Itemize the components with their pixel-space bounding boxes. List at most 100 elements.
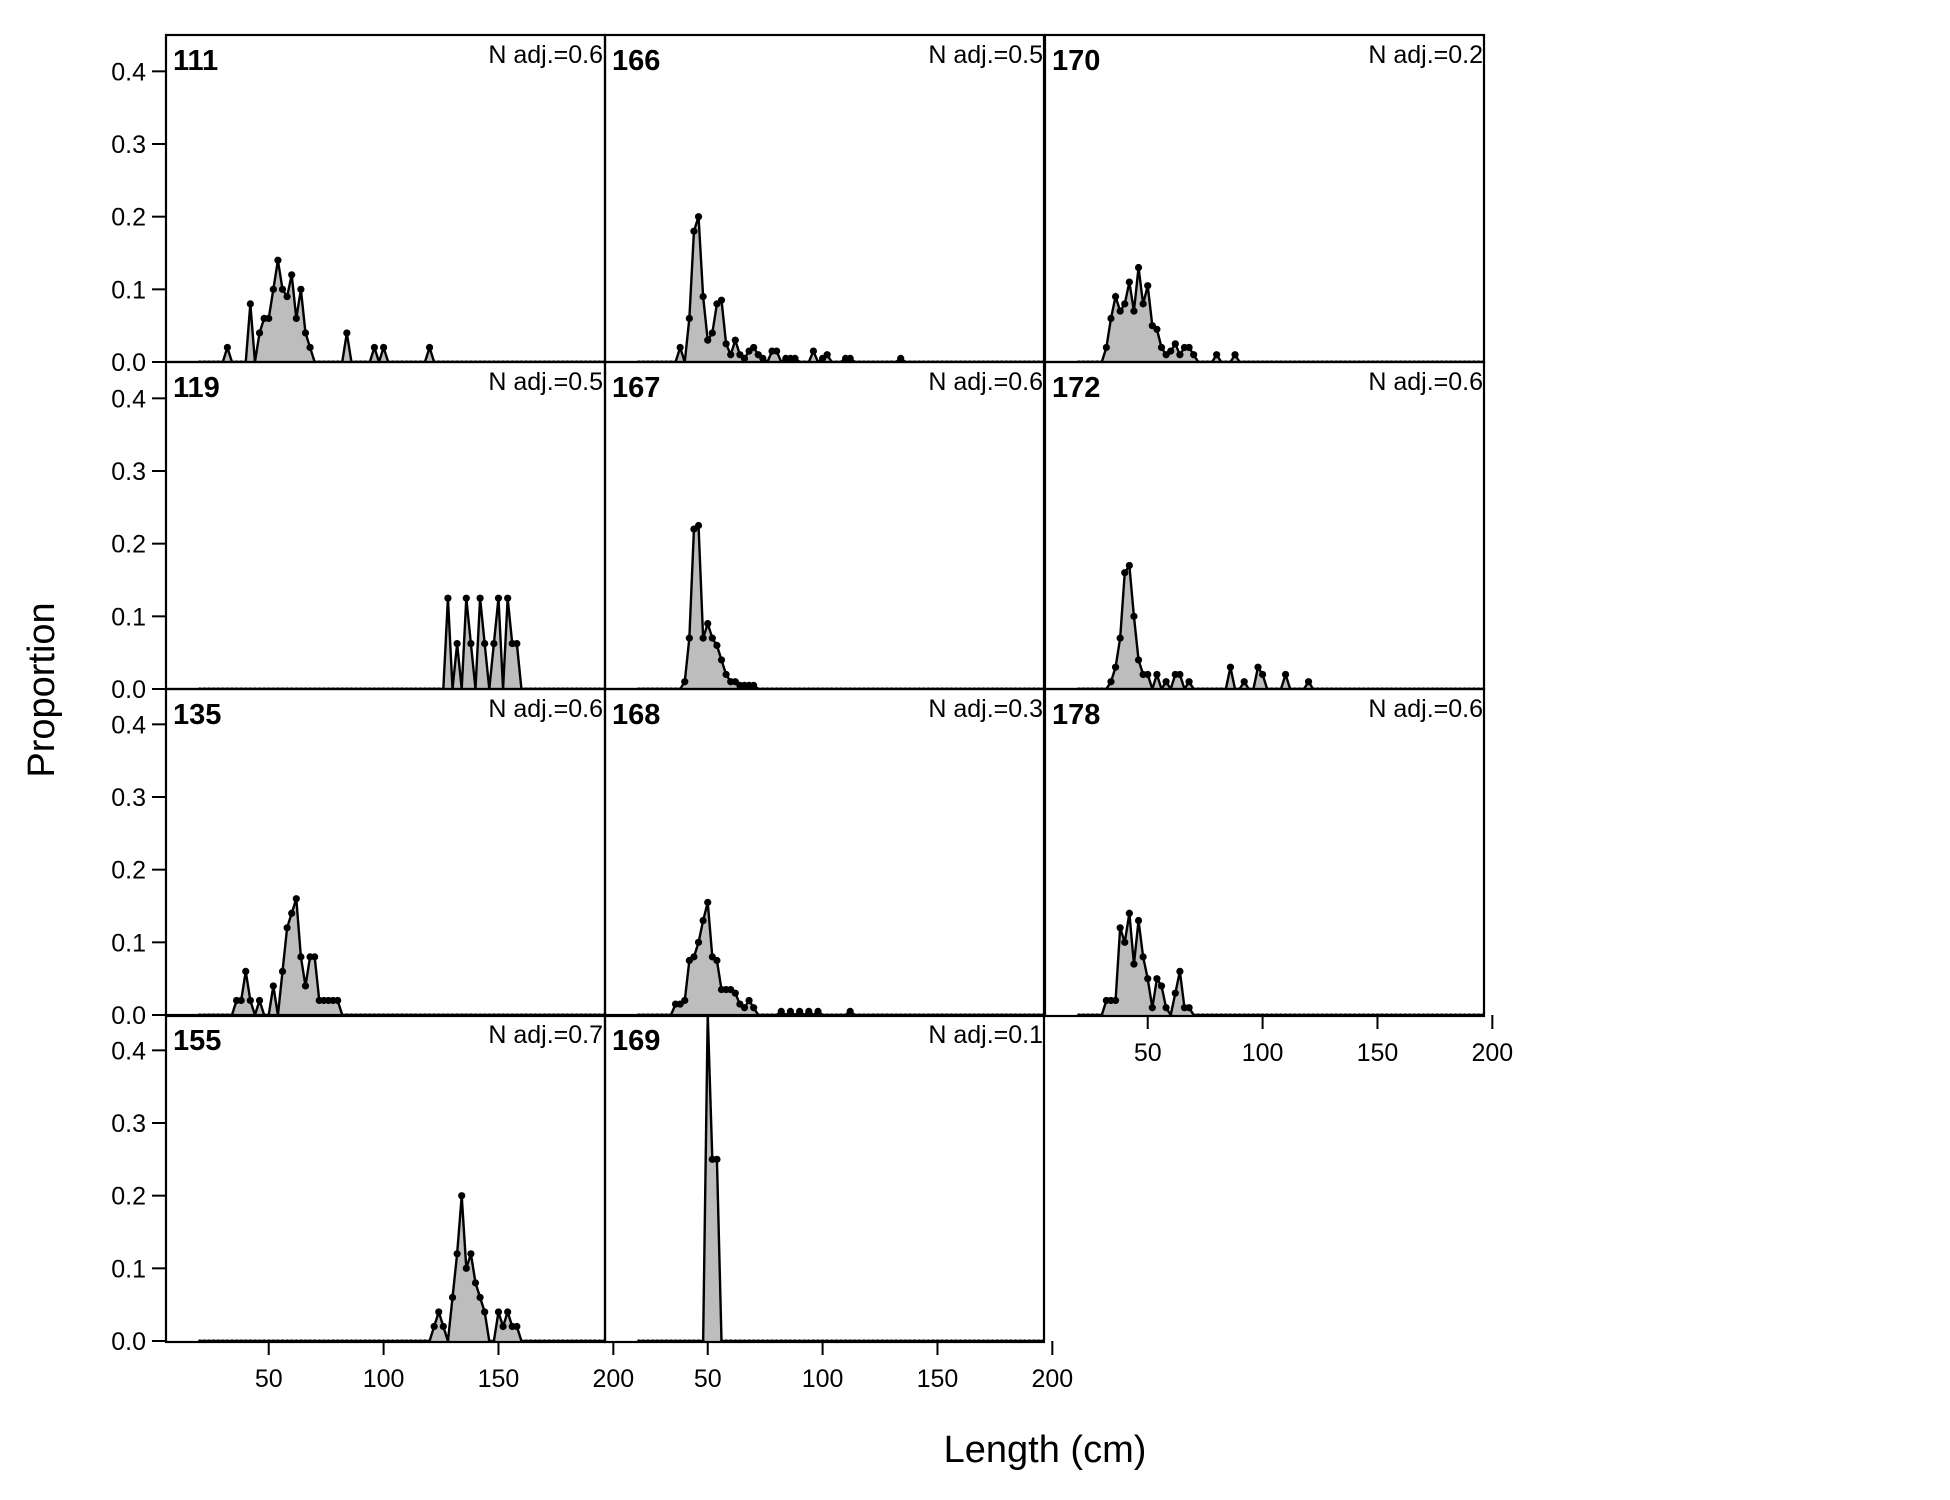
area-172 [1078, 565, 1484, 689]
n-adj-label: N adj.=0.5 [928, 41, 1043, 69]
data-point [750, 1004, 758, 1012]
data-point [1157, 982, 1166, 990]
y-tick-label: 0.0 [111, 349, 146, 377]
y-tick-label: 0.4 [111, 711, 146, 739]
data-point [448, 1293, 457, 1301]
panel-169: 169 N adj.=0.1 [612, 1015, 1044, 1342]
data-point [814, 1007, 822, 1015]
panel-frame-166 [603, 33, 1046, 364]
y-tick-label: 0.3 [111, 1110, 146, 1138]
data-point [722, 670, 730, 679]
data-point [453, 639, 461, 648]
data-point [380, 343, 388, 352]
y-tick-label: 0.3 [111, 131, 146, 159]
data-point [717, 656, 726, 664]
panel-label: 111 [173, 45, 218, 77]
panel-168: 168 N adj.=0.3 [612, 695, 1044, 1016]
area-155 [199, 1195, 605, 1341]
panel-label: 135 [173, 699, 221, 731]
data-point [311, 953, 319, 961]
y-tick-label: 0.1 [111, 1255, 146, 1283]
data-point [306, 343, 314, 352]
data-point [713, 641, 721, 650]
zero-point [1486, 687, 1489, 690]
data-point [1231, 351, 1239, 359]
x-tick-label: 100 [1242, 1039, 1284, 1067]
data-point [283, 924, 291, 932]
data-point [708, 634, 716, 642]
data-point [1185, 678, 1193, 686]
data-point [1226, 663, 1235, 671]
n-adj-label: N adj.=0.6 [1368, 695, 1483, 723]
data-point [255, 996, 264, 1005]
panel-178: 178 N adj.=0.6 [1052, 695, 1489, 1016]
y-tick-label: 0.4 [111, 385, 146, 413]
line-119 [199, 598, 605, 689]
data-point [494, 1308, 503, 1316]
data-point [467, 639, 475, 648]
panel-frame-172 [1043, 360, 1486, 691]
y-axis-row-2: 0.0 0.1 0.2 0.3 0.4 [111, 385, 166, 704]
data-point [435, 1308, 443, 1316]
line-155 [199, 1195, 605, 1342]
data-point [1304, 678, 1313, 686]
y-tick-label: 0.2 [111, 531, 146, 559]
data-point [513, 1322, 521, 1331]
y-axis-row-4: 0.0 0.1 0.2 0.3 0.4 [111, 1037, 166, 1356]
axes-layer: 0.00.10.20.30.40.00.10.20.30.40.00.10.20… [111, 58, 1513, 1393]
data-point [1116, 634, 1124, 642]
data-point [846, 1007, 854, 1015]
y-tick-label: 0.0 [111, 1002, 146, 1030]
area-178 [1078, 913, 1484, 1015]
panel-frame-178 [1043, 687, 1486, 1018]
data-point [297, 285, 305, 293]
zero-point [1486, 1013, 1489, 1016]
data-point [809, 347, 818, 355]
data-point [1134, 656, 1143, 664]
y-tick-label: 0.1 [111, 276, 146, 304]
data-point [462, 594, 470, 602]
area-111 [199, 260, 605, 362]
zero-point [1486, 360, 1489, 363]
data-point [1111, 996, 1120, 1005]
data-point [681, 678, 689, 686]
line-169 [638, 1015, 1044, 1342]
n-adj-label: N adj.=0.3 [928, 695, 1043, 723]
data-point [1116, 924, 1124, 932]
panel-135: 135 N adj.=0.6 [173, 695, 605, 1016]
data-point [1107, 314, 1115, 322]
data-point [708, 329, 716, 337]
data-point [690, 227, 698, 235]
x-tick-label: 50 [694, 1365, 722, 1393]
panel-frame-155 [164, 1013, 607, 1344]
n-adj-label: N adj.=0.6 [488, 695, 603, 723]
data-point [288, 271, 296, 279]
data-point [713, 1155, 721, 1163]
x-tick-label: 100 [363, 1365, 405, 1393]
data-point [1185, 1004, 1193, 1012]
data-point [897, 354, 905, 362]
data-point [1213, 351, 1221, 359]
data-point [704, 336, 712, 344]
data-point [494, 594, 503, 602]
x-tick-label: 150 [1357, 1039, 1399, 1067]
data-point [805, 1007, 813, 1015]
data-point [1167, 347, 1175, 355]
x-axis-col-2: 50 100 150 200 [694, 1341, 1073, 1393]
data-point [1162, 678, 1170, 686]
data-point [430, 1322, 438, 1331]
data-point [1176, 670, 1184, 679]
data-point [242, 967, 250, 976]
data-point [1240, 678, 1248, 686]
data-point [685, 314, 693, 322]
data-point [481, 1308, 489, 1316]
data-point [750, 343, 758, 352]
y-tick-label: 0.2 [111, 1183, 146, 1211]
data-point [255, 329, 264, 337]
panel-label: 172 [1052, 372, 1100, 404]
y-tick-label: 0.4 [111, 58, 146, 86]
x-tick-label: 200 [592, 1365, 634, 1393]
data-point [1125, 278, 1133, 286]
data-point [444, 594, 452, 602]
